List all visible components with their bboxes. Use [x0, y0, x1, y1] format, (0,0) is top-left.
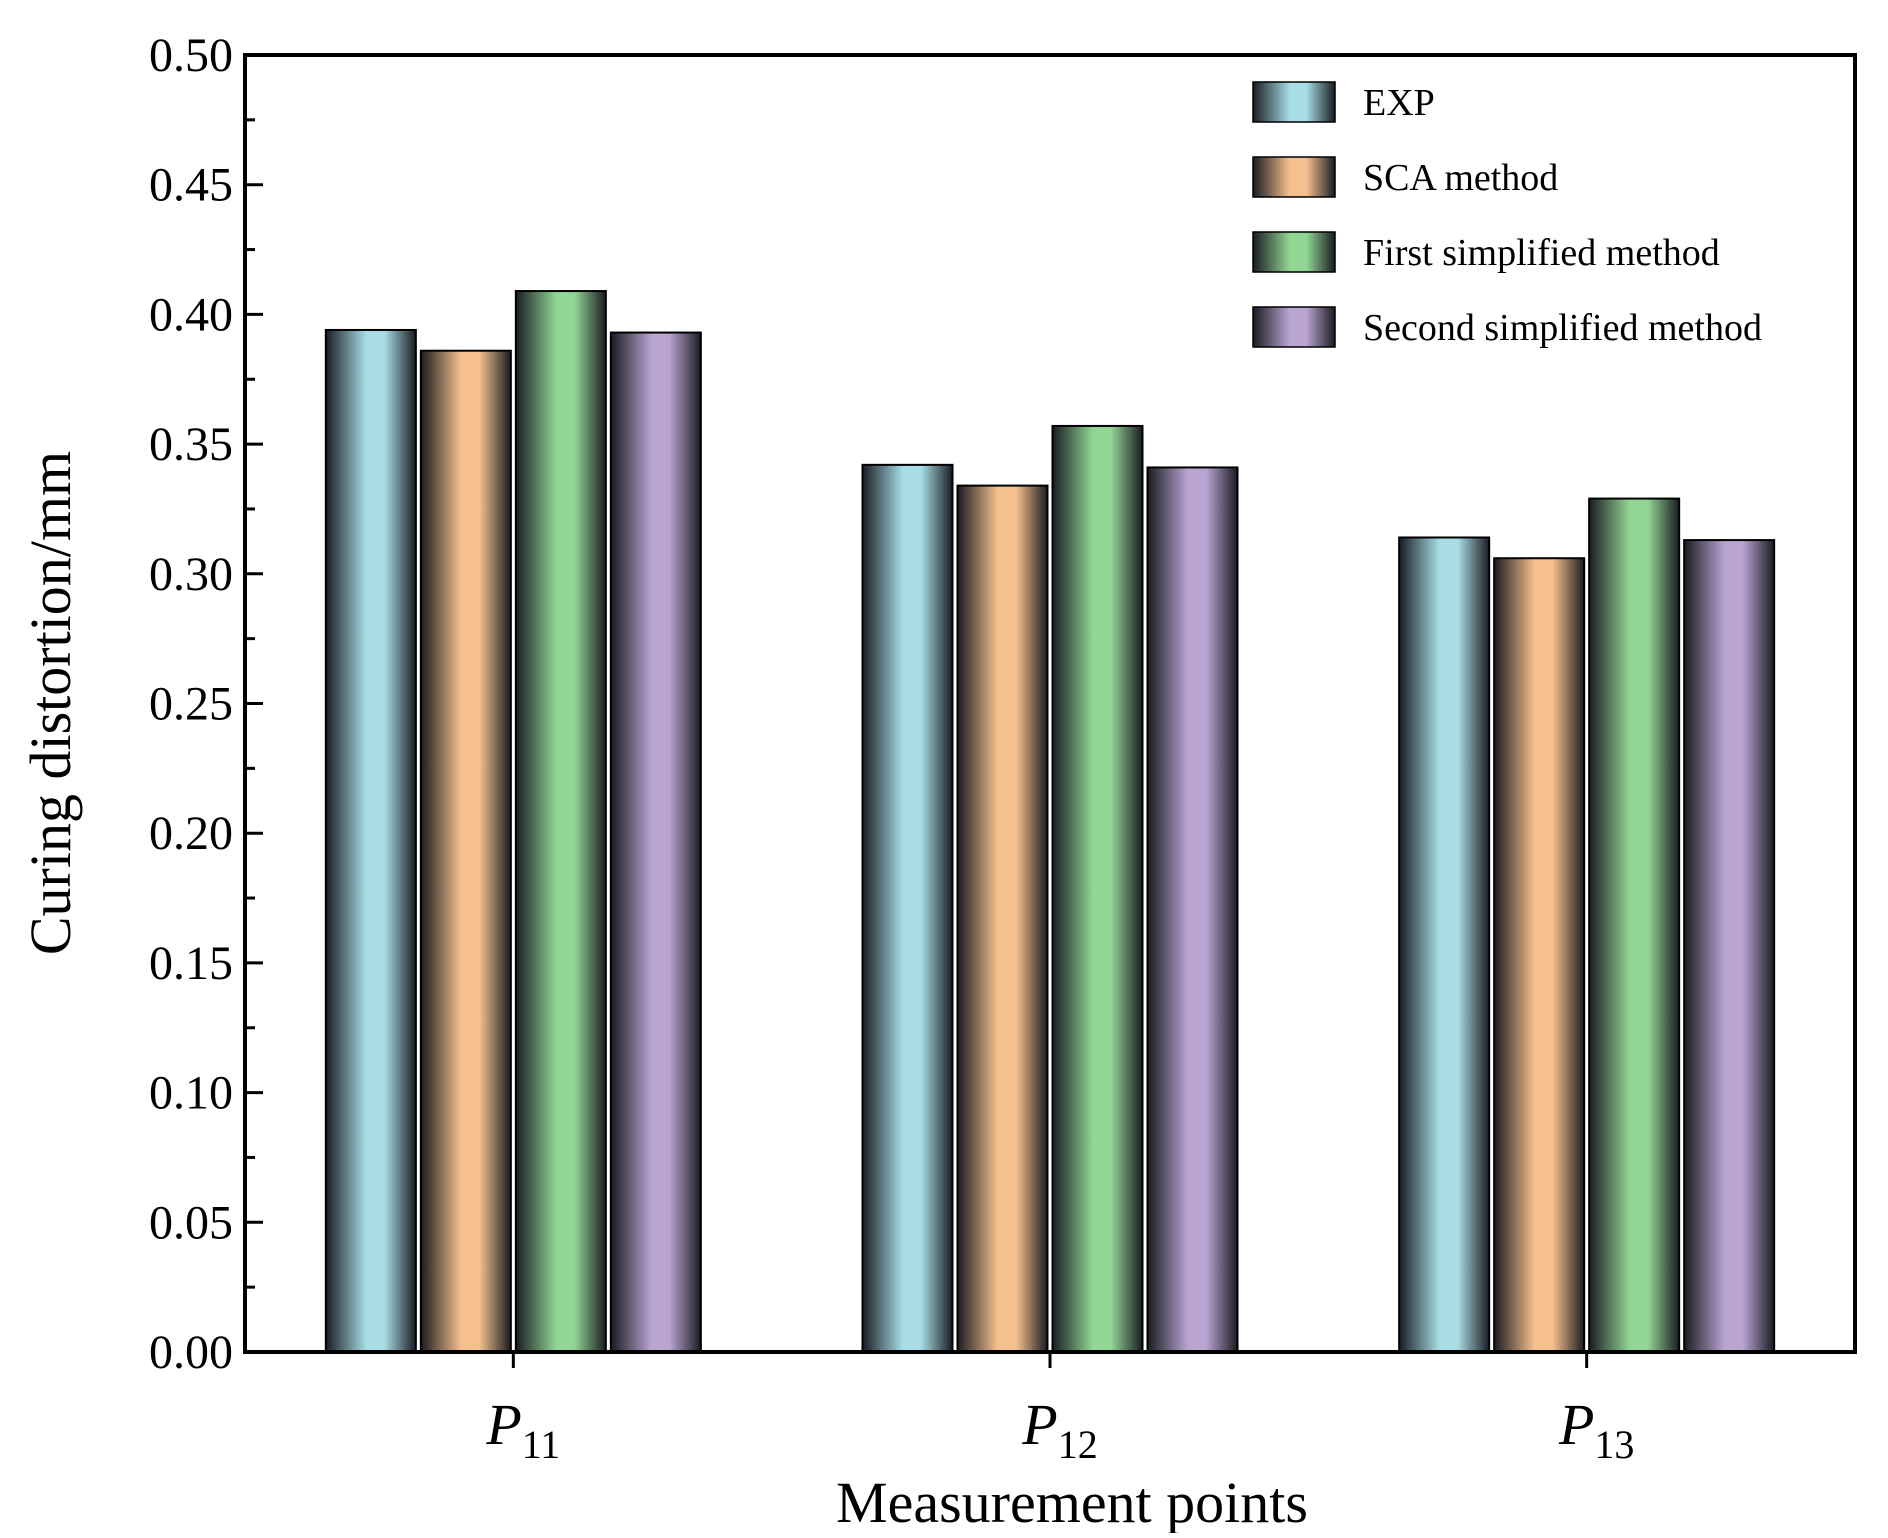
x-tick-label: P12	[1021, 1392, 1097, 1467]
bar-2-1	[861, 463, 954, 1353]
bar-3-2	[1493, 557, 1586, 1353]
x-tick-label: P13	[1558, 1392, 1634, 1467]
y-axis-title: Curing distortion/mm	[18, 451, 83, 955]
y-tick-label: 0.35	[149, 418, 233, 471]
y-tick-label: 0.30	[149, 548, 233, 601]
y-tick-label: 0.20	[149, 807, 233, 860]
legend-swatch	[1252, 156, 1336, 198]
legend-label: SCA method	[1363, 157, 1558, 199]
y-tick-label: 0.50	[149, 29, 233, 82]
y-tick-label: 0.15	[149, 937, 233, 990]
bar-3-4	[1683, 539, 1776, 1353]
bar-1-2	[419, 349, 512, 1353]
legend-label: Second simplified method	[1363, 307, 1762, 349]
bar-3-3	[1588, 497, 1681, 1354]
y-tick-label: 0.45	[149, 159, 233, 212]
x-axis-title: Measurement points	[836, 1470, 1308, 1533]
y-tick-label: 0.05	[149, 1196, 233, 1249]
bar-2-2	[956, 484, 1049, 1353]
bar-1-3	[514, 290, 607, 1354]
bars-layer	[324, 290, 1776, 1354]
y-tick-label: 0.40	[149, 288, 233, 341]
legend-swatch	[1252, 81, 1336, 123]
y-tick-label: 0.10	[149, 1067, 233, 1120]
bar-1-4	[609, 331, 702, 1354]
legend-swatch	[1252, 306, 1336, 348]
y-tick-label: 0.00	[149, 1326, 233, 1379]
legend: EXP SCA method First simplified method Seco…	[1252, 81, 1762, 349]
legend-swatch	[1252, 231, 1336, 273]
y-tick-label: 0.25	[149, 678, 233, 731]
x-axis: P11 P12 P13	[485, 1352, 1634, 1467]
legend-label: EXP	[1363, 82, 1435, 124]
legend-label: First simplified method	[1363, 232, 1720, 274]
y-axis: 0.00 0.05 0.10 0.15 0.20 0.25 0.30 0.35 0.40 0.45…	[149, 29, 263, 1379]
bar-1-1	[324, 328, 417, 1353]
bar-2-4	[1146, 466, 1239, 1354]
bar-3-1	[1398, 536, 1491, 1353]
x-tick-label: P11	[485, 1392, 560, 1467]
bar-2-3	[1051, 424, 1144, 1353]
